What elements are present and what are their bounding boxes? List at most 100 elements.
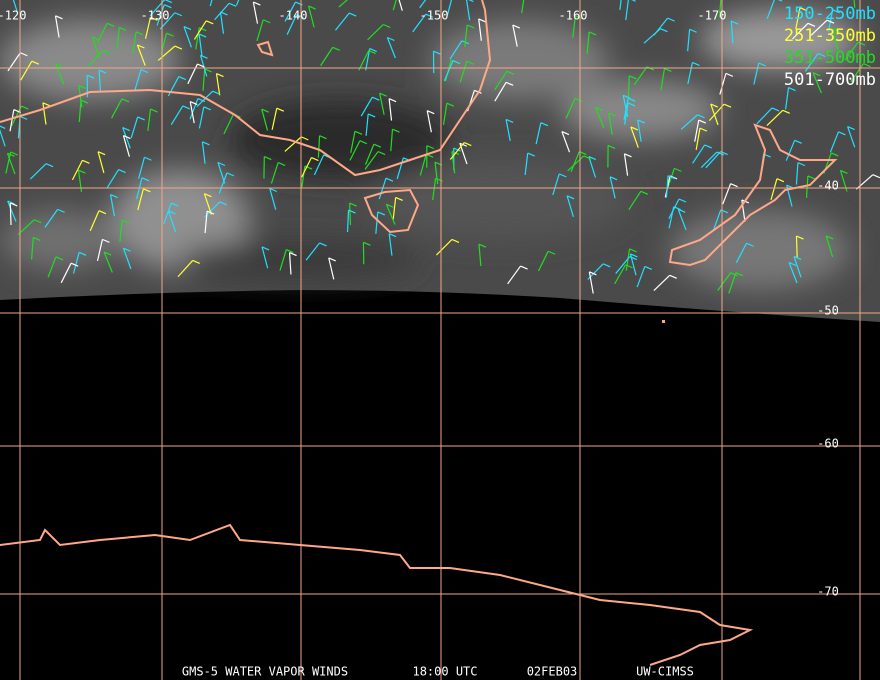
wind-barb (203, 193, 212, 215)
wind-barb (214, 2, 230, 21)
wind-barb-flag (826, 19, 835, 24)
wind-barb-flag (328, 257, 336, 262)
wind-barb-flag (164, 0, 173, 4)
wind-barb-flag (817, 52, 826, 58)
wind-barb-flag (308, 5, 316, 10)
wind-barb (524, 153, 529, 175)
longitude-label: -170 (698, 9, 727, 23)
wind-barb (189, 98, 199, 120)
wind-barb-flag (7, 152, 15, 157)
footer-text: GMS-5 WATER VAPOR WINDS (182, 665, 348, 679)
wind-barb-flag (451, 238, 460, 244)
wind-barb-flag (21, 105, 29, 110)
wind-barbs (0, 0, 880, 294)
wind-barb-flag (630, 253, 638, 258)
wind-barb-flag (33, 236, 41, 242)
wind-barb (218, 172, 228, 194)
wind-barb-flag (624, 153, 632, 158)
wind-barb-flag (793, 255, 802, 261)
wind-barb (390, 129, 394, 152)
wind-barb (122, 247, 132, 270)
wind-barb (122, 127, 131, 149)
wind-barb-flag (98, 210, 107, 215)
wind-barb-flag (332, 46, 340, 51)
wind-barb (464, 24, 468, 47)
wind-barb (637, 119, 642, 142)
wind-barb-flag (692, 61, 700, 67)
wind-barb (810, 19, 828, 36)
wind-barb-flag (678, 198, 687, 203)
wind-barb (805, 175, 809, 198)
wind-barb-flag (19, 115, 28, 120)
wind-barb (680, 114, 698, 130)
wind-barb (346, 209, 350, 233)
wind-barb (163, 202, 172, 225)
wind-barb (735, 242, 748, 264)
wind-barb (103, 251, 113, 273)
wind-barb (54, 63, 65, 85)
wind-barb (608, 113, 613, 135)
wind-barb-flag (689, 28, 697, 33)
wind-barb-flag (574, 97, 583, 103)
wind-barb (567, 155, 585, 172)
wind-barb (12, 0, 18, 12)
wind-barb (494, 82, 507, 102)
grid-labels: -120 -130 -140 -150 -160 -170 -40 -50 -60 -70 (0, 9, 839, 599)
wind-barb-flag (589, 271, 597, 276)
wind-barb (507, 265, 522, 285)
wind-barb-flag (667, 175, 676, 180)
wind-barb-flag (579, 150, 587, 156)
wind-barb-flag (31, 60, 40, 65)
wind-barb (54, 15, 60, 38)
wind-barb (459, 61, 468, 83)
wind-barb (687, 29, 691, 52)
wind-barb-flag (505, 118, 514, 123)
wind-barb-flag (466, 60, 474, 65)
wind-barb (44, 209, 59, 228)
wind-barb-flag (348, 12, 357, 17)
wind-barb (636, 266, 646, 288)
wind-barb-flag (812, 72, 821, 77)
wind-barb-flag (102, 238, 110, 243)
wind-barb (119, 219, 123, 242)
wind-barb (795, 236, 798, 259)
wind-barb-flag (197, 63, 205, 68)
wind-barb-flag (710, 103, 719, 108)
wind-barb (426, 110, 432, 133)
wind-barb-flag (388, 233, 397, 238)
wind-barb (284, 136, 302, 152)
wind-barb (189, 101, 195, 124)
wind-barb (788, 262, 798, 284)
wind-barb (396, 157, 404, 180)
wind-barb (159, 12, 176, 30)
wind-barb (388, 233, 393, 256)
wind-barb (792, 22, 809, 40)
wind-barb-flag (261, 108, 269, 113)
wind-barb-flag (286, 248, 294, 254)
wind-barb (625, 0, 629, 21)
wind-barb-flag (527, 152, 535, 157)
wind-barb-flag (204, 68, 212, 73)
wind-barb (614, 264, 627, 285)
wind-barb (358, 50, 370, 71)
wind-barb-flag (311, 156, 319, 162)
wind-barb (443, 60, 454, 82)
wind-barb (47, 256, 57, 278)
wind-barb (398, 0, 403, 11)
wind-barb (269, 188, 277, 210)
wind-barb-flag (228, 2, 237, 7)
wind-barb (235, 0, 240, 6)
wind-barb-flag (97, 151, 106, 156)
wind-barb-flag (206, 210, 215, 215)
wind-barb-flag (202, 141, 210, 146)
wind-barb (5, 151, 12, 174)
wind-barb (386, 37, 396, 59)
wind-barb-flag (143, 188, 151, 193)
wind-barb-flag (776, 178, 785, 183)
wind-barb-flag (189, 100, 198, 106)
wind-barb (167, 210, 177, 232)
wind-barb-flag (464, 141, 472, 147)
wind-barb (170, 105, 184, 125)
wind-barb (349, 140, 361, 161)
